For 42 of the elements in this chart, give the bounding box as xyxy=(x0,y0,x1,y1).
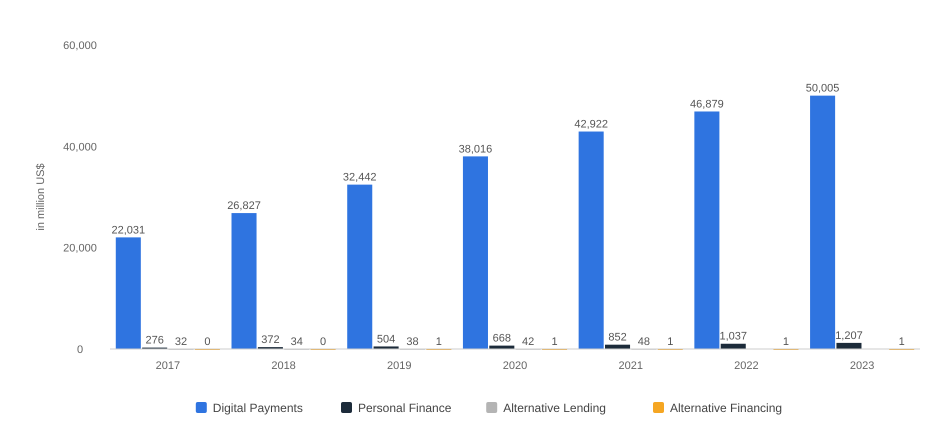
legend-label: Digital Payments xyxy=(212,401,303,415)
legend-label: Alternative Financing xyxy=(670,401,782,415)
x-tick-label: 2018 xyxy=(271,360,296,372)
y-tick-label: 20,000 xyxy=(63,242,97,255)
data-label: 26,827 xyxy=(227,200,261,212)
data-label: 852 xyxy=(608,332,627,344)
data-label: 1,207 xyxy=(835,330,863,342)
y-tick-label: 40,000 xyxy=(63,141,97,154)
data-label: 1 xyxy=(898,336,905,348)
x-tick-label: 2022 xyxy=(734,360,759,372)
data-label: 668 xyxy=(492,332,511,345)
data-label: 1 xyxy=(551,336,558,348)
x-tick-label: 2020 xyxy=(502,360,528,372)
legend-label: Personal Finance xyxy=(358,401,452,415)
data-label: 0 xyxy=(204,336,210,348)
data-label: 1 xyxy=(436,336,442,348)
data-label: 0 xyxy=(320,336,326,348)
data-label: 276 xyxy=(145,334,164,347)
x-tick-label: 2023 xyxy=(850,360,874,372)
data-label: 38 xyxy=(406,336,419,348)
data-label: 32,442 xyxy=(342,172,377,184)
data-label: 34 xyxy=(290,336,303,348)
y-tick-label: 0 xyxy=(76,344,84,356)
data-label: 48 xyxy=(638,336,650,348)
data-label: 46,879 xyxy=(690,98,724,110)
data-label: 1,037 xyxy=(719,330,748,343)
legend-label: Alternative Lending xyxy=(503,401,606,415)
data-label: 32 xyxy=(174,336,188,348)
data-label: 504 xyxy=(376,333,396,346)
y-axis-title: in million US$ xyxy=(35,163,47,231)
x-tick-label: 2017 xyxy=(156,360,180,372)
data-label: 22,031 xyxy=(111,224,146,236)
data-label: 1 xyxy=(667,336,674,348)
data-label: 1 xyxy=(782,336,790,348)
data-label: 42 xyxy=(522,336,534,348)
x-tick-label: 2019 xyxy=(387,360,412,372)
data-label: 38,016 xyxy=(458,143,492,156)
x-tick-label: 2021 xyxy=(618,360,643,372)
y-tick-label: 60,000 xyxy=(63,40,97,52)
data-label: 50,005 xyxy=(806,82,840,95)
data-label: 372 xyxy=(261,334,280,346)
data-label: 42,922 xyxy=(574,118,608,131)
